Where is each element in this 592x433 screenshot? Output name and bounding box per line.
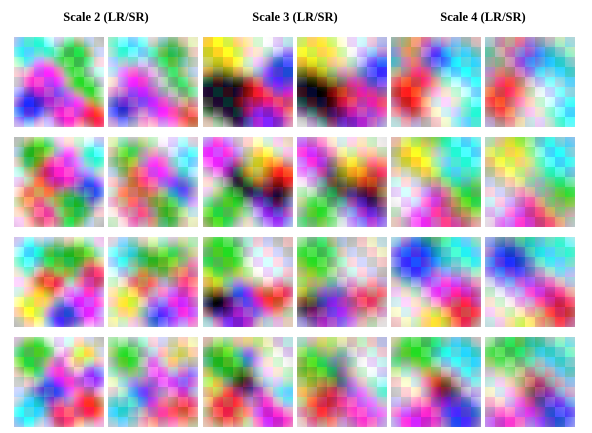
- scale-2-sr-row-1: [108, 37, 198, 127]
- scale-2-lr-row-1: [14, 37, 104, 127]
- scale-2-lr-row-4: [14, 337, 104, 427]
- scale-2-sr-row-2-image: [108, 137, 198, 227]
- scale-4-lr-row-3: [391, 237, 481, 327]
- scale-2-lr-row-2-image: [14, 137, 104, 227]
- scale-2-sr-row-1-image: [108, 37, 198, 127]
- scale-3-lr-row-4-image: [203, 337, 293, 427]
- scale-4-sr-row-4: [485, 337, 575, 427]
- scale-2-header: Scale 2 (LR/SR): [63, 10, 149, 24]
- scale-2-lr-row-3: [14, 237, 104, 327]
- scale-3-sr-row-2-image: [297, 137, 387, 227]
- scale-4-lr-row-4: [391, 337, 481, 427]
- scale-3-sr-row-1: [297, 37, 387, 127]
- scale-4-sr-row-1-image: [485, 37, 575, 127]
- scale-3-sr-row-4: [297, 337, 387, 427]
- scale-2-lr-row-2: [14, 137, 104, 227]
- scale-3-header: Scale 3 (LR/SR): [252, 10, 338, 24]
- scale-2-sr-row-3: [108, 237, 198, 327]
- scale-2-lr-row-3-image: [14, 237, 104, 327]
- scale-3-sr-row-2: [297, 137, 387, 227]
- scale-3-sr-row-4-image: [297, 337, 387, 427]
- scale-3-sr-row-1-image: [297, 37, 387, 127]
- scale-4-sr-row-3: [485, 237, 575, 327]
- scale-3-sr-row-3: [297, 237, 387, 327]
- scale-3-lr-row-4: [203, 337, 293, 427]
- scale-3-lr-row-1: [203, 37, 293, 127]
- scale-2-lr-row-1-image: [14, 37, 104, 127]
- scale-4-sr-row-2: [485, 137, 575, 227]
- scale-4-sr-row-2-image: [485, 137, 575, 227]
- scale-4-sr-row-1: [485, 37, 575, 127]
- scale-4-sr-row-3-image: [485, 237, 575, 327]
- scale-2-lr-row-4-image: [14, 337, 104, 427]
- scale-4-lr-row-4-image: [391, 337, 481, 427]
- scale-3-lr-row-2: [203, 137, 293, 227]
- scale-3-lr-row-2-image: [203, 137, 293, 227]
- scale-3-lr-row-3-image: [203, 237, 293, 327]
- scale-3-lr-row-1-image: [203, 37, 293, 127]
- scale-3-lr-row-3: [203, 237, 293, 327]
- scale-4-lr-row-2-image: [391, 137, 481, 227]
- scale-4-header: Scale 4 (LR/SR): [440, 10, 526, 24]
- scale-2-sr-row-3-image: [108, 237, 198, 327]
- scale-3-sr-row-3-image: [297, 237, 387, 327]
- scale-2-sr-row-4: [108, 337, 198, 427]
- scale-4-lr-row-2: [391, 137, 481, 227]
- scale-2-sr-row-2: [108, 137, 198, 227]
- scale-4-lr-row-1-image: [391, 37, 481, 127]
- scale-2-sr-row-4-image: [108, 337, 198, 427]
- scale-4-lr-row-3-image: [391, 237, 481, 327]
- scale-4-sr-row-4-image: [485, 337, 575, 427]
- scale-4-lr-row-1: [391, 37, 481, 127]
